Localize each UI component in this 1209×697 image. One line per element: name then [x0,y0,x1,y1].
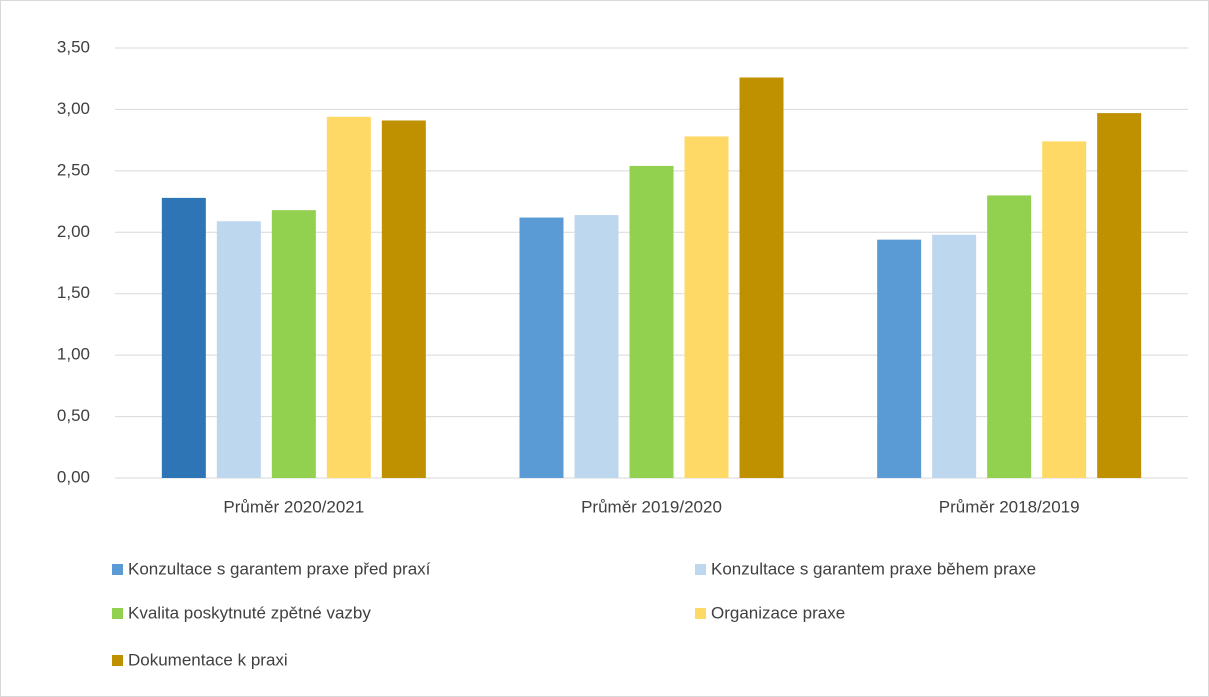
legend-swatch [695,608,706,619]
y-tick-label: 2,00 [57,222,90,241]
y-tick-label: 0,50 [57,406,90,425]
legend-label: Konzultace s garantem praxe během praxe [711,559,1036,578]
bar [629,165,674,478]
bar [574,215,619,479]
legend-swatch [112,564,123,575]
y-tick-label: 3,00 [57,99,90,118]
bar [381,120,426,478]
y-tick-label: 2,50 [57,160,90,179]
bar [271,210,316,478]
legend-swatch [112,608,123,619]
x-tick-label: Průměr 2019/2020 [581,497,722,516]
x-tick-label: Průměr 2020/2021 [223,497,364,516]
y-tick-label: 1,50 [57,283,90,302]
bar [216,221,261,478]
y-tick-label: 1,00 [57,345,90,364]
x-tick-label: Průměr 2018/2019 [939,497,1080,516]
y-tick-label: 3,50 [57,37,90,56]
bar [932,234,977,478]
legend-label: Kvalita poskytnuté zpětné vazby [128,603,371,622]
bar [877,239,922,478]
legend-swatch [112,655,123,666]
bar [987,195,1032,478]
bar [161,197,206,478]
bar [1097,113,1142,478]
bar [326,116,371,479]
legend-label: Organizace praxe [711,603,845,622]
bar [519,217,564,479]
bar [684,136,729,478]
legend-swatch [695,564,706,575]
bar [1042,141,1087,478]
legend-label: Konzultace s garantem praxe před praxí [128,559,431,578]
bar [739,77,784,478]
legend-label: Dokumentace k praxi [128,650,288,669]
y-tick-label: 0,00 [57,467,90,486]
